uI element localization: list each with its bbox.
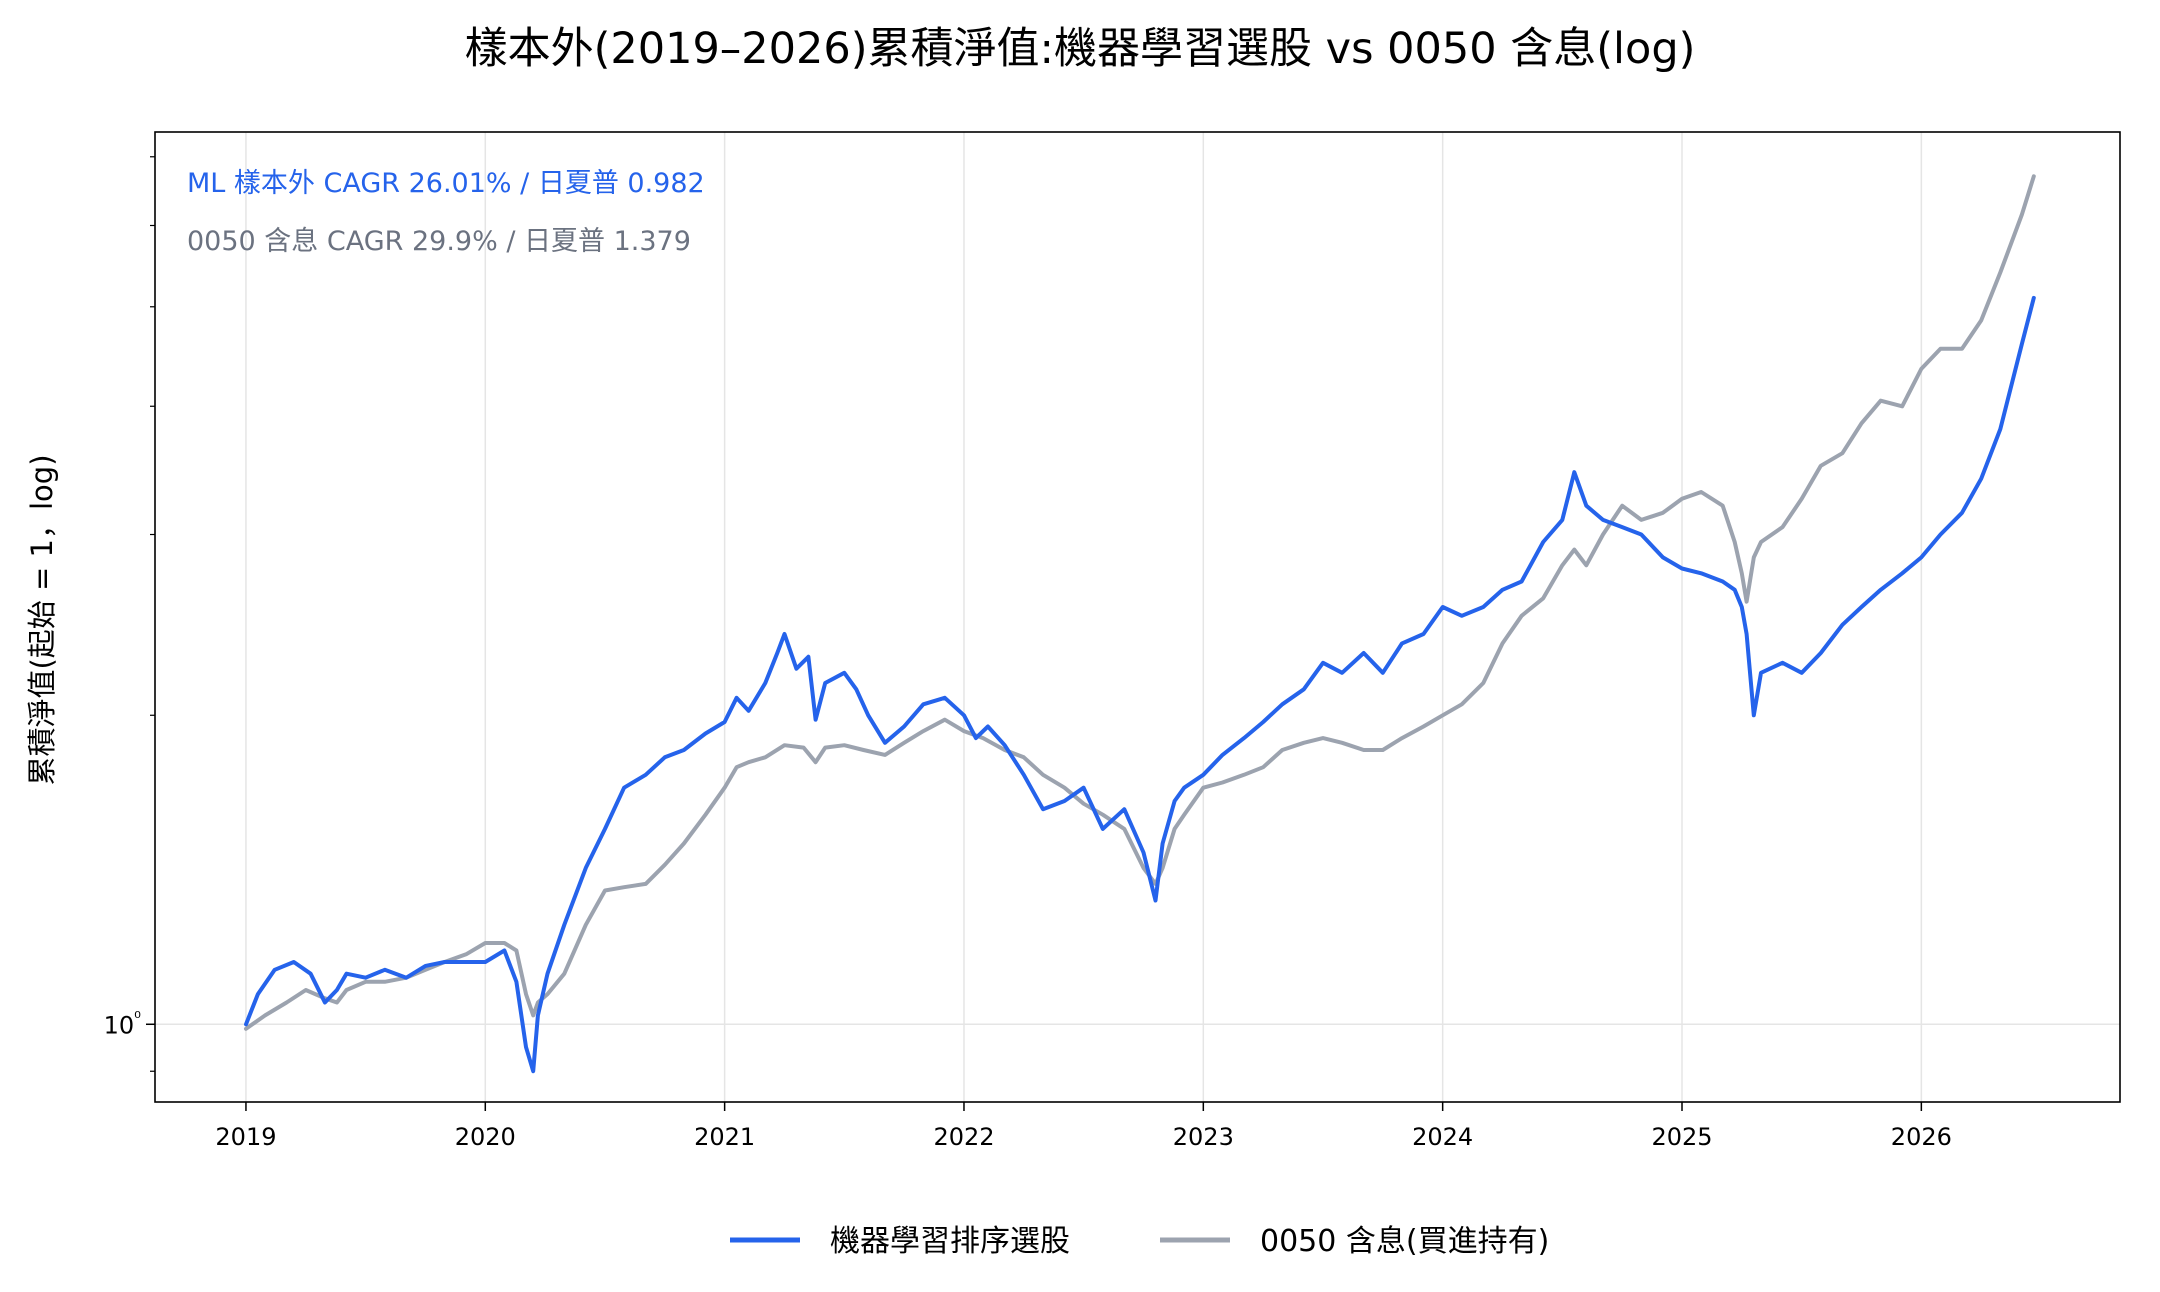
legend-label: 機器學習排序選股 <box>830 1224 1070 1259</box>
x-tick-label: 2025 <box>1651 1123 1712 1151</box>
chart-title: 樣本外(2019–2026)累積淨值:機器學習選股 vs 0050 含息(log… <box>464 24 1696 74</box>
x-tick-label: 2022 <box>933 1123 994 1151</box>
etf-0050-series-line <box>244 174 2036 1031</box>
ml-stats-annotation: ML 樣本外 CAGR 26.01% / 日夏普 0.982 <box>187 168 705 199</box>
x-tick-label: 2024 <box>1412 1123 1473 1151</box>
legend: 機器學習排序選股 0050 含息(買進持有) <box>730 1224 1549 1259</box>
tick-layer: 2019 2020 2021 2022 2023 2024 2025 2026 10⁰ <box>104 156 1952 1151</box>
x-tick-label: 2026 <box>1891 1123 1952 1151</box>
plot-frame <box>154 131 2121 1103</box>
y-tick-label: 10⁰ <box>104 1008 142 1039</box>
x-tick-label: 2019 <box>215 1123 276 1151</box>
x-tick-label: 2020 <box>455 1123 516 1151</box>
x-tick-label: 2021 <box>694 1123 755 1151</box>
grid-layer <box>155 132 2120 1102</box>
legend-label: 0050 含息(買進持有) <box>1260 1224 1549 1259</box>
x-tick-label: 2023 <box>1173 1123 1234 1151</box>
ml-series-line <box>244 295 2036 1074</box>
annotation-layer: ML 樣本外 CAGR 26.01% / 日夏普 0.982 0050 含息 CA… <box>187 168 705 257</box>
series-layer <box>244 174 2036 1074</box>
etf-stats-annotation: 0050 含息 CAGR 29.9% / 日夏普 1.379 <box>187 226 691 257</box>
